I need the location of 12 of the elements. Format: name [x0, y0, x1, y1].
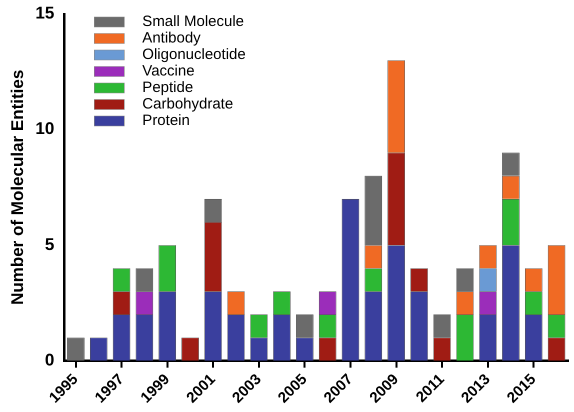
y-axis-title: Number of Molecular Entities: [8, 70, 27, 305]
legend-label: Protein: [142, 112, 190, 130]
y-tick-label: 10: [35, 119, 54, 138]
legend-label: Peptide: [142, 79, 194, 96]
legend-label: Small Molecule: [142, 13, 244, 30]
legend-label: Carbohydrate: [142, 96, 234, 113]
legend-label: Vaccine: [142, 62, 195, 80]
y-tick-label: 15: [35, 4, 54, 23]
y-tick-label: 5: [44, 234, 54, 254]
legend-label: Antibody: [142, 30, 202, 47]
legend-label: Oligonucleotide: [142, 46, 246, 64]
y-tick-label: 0: [44, 350, 54, 370]
